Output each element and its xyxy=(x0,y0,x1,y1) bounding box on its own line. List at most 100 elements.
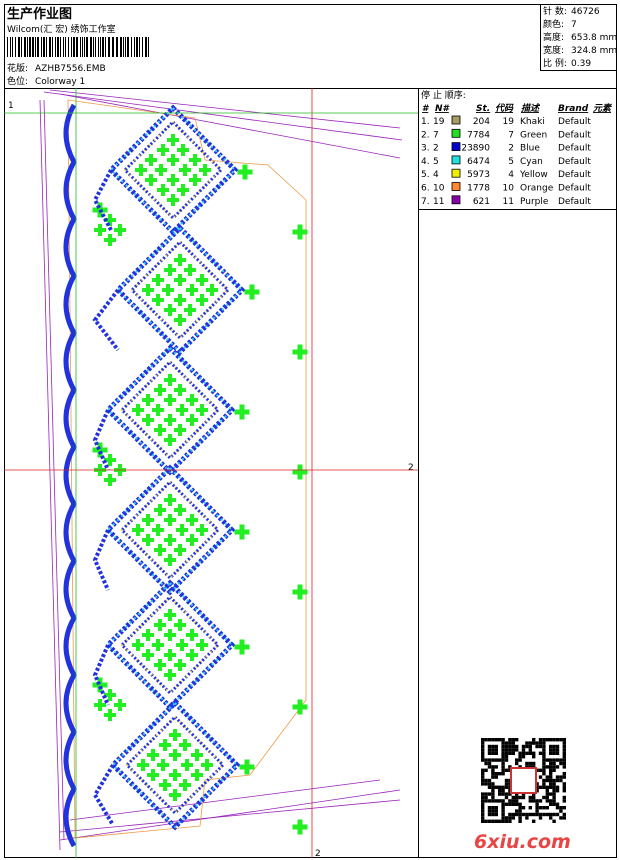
qr-cell xyxy=(508,744,512,749)
qr-cell xyxy=(491,772,495,776)
bar xyxy=(15,37,16,57)
code: 5 xyxy=(508,157,514,167)
cross-motif xyxy=(234,639,250,655)
qr-cell xyxy=(552,748,556,752)
qr-code xyxy=(481,738,566,823)
cross-motif xyxy=(177,184,189,196)
qr-cell xyxy=(498,738,502,742)
qr-cell xyxy=(491,792,495,796)
qr-cell xyxy=(552,799,556,803)
bar xyxy=(32,37,34,57)
qr-cell xyxy=(562,812,566,817)
code: 7 xyxy=(508,130,514,140)
qr-cell xyxy=(562,755,566,759)
qr-cell xyxy=(501,819,505,823)
qr-cell xyxy=(515,758,519,762)
color-swatch xyxy=(451,155,461,165)
cross-motif xyxy=(186,414,198,426)
bar xyxy=(10,37,11,57)
diamond-motif xyxy=(104,464,236,596)
color-swatch xyxy=(451,142,461,152)
qr-cell xyxy=(535,782,539,786)
stat-value: 7 xyxy=(571,20,577,30)
bar xyxy=(108,37,110,57)
qr-cell xyxy=(518,819,522,823)
qr-cell xyxy=(552,812,556,817)
row-index: 5. xyxy=(421,170,430,180)
cross-motif xyxy=(94,699,106,711)
zigzag-chain xyxy=(92,288,120,352)
qr-cell xyxy=(501,816,505,820)
cross-motif xyxy=(104,454,116,466)
cross-motif xyxy=(234,404,250,420)
bar xyxy=(52,37,53,57)
cross-motif xyxy=(157,144,169,156)
bar xyxy=(93,37,94,57)
bar xyxy=(55,37,56,57)
brand: Default xyxy=(558,184,591,194)
cross-motif xyxy=(164,494,176,506)
qr-cell xyxy=(532,738,536,742)
bar xyxy=(46,37,47,57)
qr-cell xyxy=(535,789,539,793)
qr-cell xyxy=(484,792,488,796)
qr-cell xyxy=(562,785,566,789)
column-header: 描述 xyxy=(521,103,541,114)
qr-cell xyxy=(511,799,515,803)
cross-motif xyxy=(152,274,164,286)
axis-marker: 2 xyxy=(315,849,321,859)
qr-cell xyxy=(487,799,492,803)
cross-motif xyxy=(169,769,181,781)
outline xyxy=(69,779,381,821)
cross-motif xyxy=(152,524,164,536)
diamond-motif xyxy=(104,579,236,711)
cross-motif xyxy=(92,677,108,693)
qr-cell xyxy=(501,744,505,749)
qr-cell xyxy=(487,809,492,813)
bar xyxy=(43,37,45,57)
color-swatch xyxy=(451,128,461,138)
qr-cell xyxy=(501,809,505,813)
diamond-motif xyxy=(109,106,237,234)
bar xyxy=(82,37,83,57)
brand: Default xyxy=(558,170,591,180)
cross-motif xyxy=(184,304,196,316)
qr-cell xyxy=(542,782,546,786)
column-header: Brand xyxy=(558,104,589,114)
qr-cell xyxy=(542,812,546,817)
qr-cell xyxy=(491,744,495,749)
qr-cell xyxy=(481,802,485,806)
cross-motif xyxy=(142,284,154,296)
qr-cell xyxy=(515,744,519,749)
diamond-motif xyxy=(106,346,234,474)
cross-motif xyxy=(244,284,260,300)
qr-cell xyxy=(542,768,546,772)
qr-cell xyxy=(538,744,543,749)
qr-cell xyxy=(549,761,553,766)
qr-cell xyxy=(501,789,505,793)
needle: 4 xyxy=(433,170,439,180)
qr-cell xyxy=(508,748,512,752)
cross-motif xyxy=(164,669,176,681)
qr-cell xyxy=(542,765,546,769)
qr-cell xyxy=(484,795,488,800)
axis-marker: 2 xyxy=(408,463,414,473)
qr-cell xyxy=(545,806,549,810)
qr-cell xyxy=(494,812,498,817)
description: Yellow xyxy=(519,170,548,180)
qr-cell xyxy=(484,819,488,823)
stat-value: 46726 xyxy=(571,7,600,17)
cross-motif xyxy=(164,264,176,276)
qr-cell xyxy=(521,751,526,755)
qr-cell xyxy=(494,772,498,776)
qr-cell xyxy=(501,765,505,769)
outline xyxy=(43,91,403,141)
cross-motif xyxy=(142,394,154,406)
outline xyxy=(59,799,401,833)
qr-cell xyxy=(562,789,566,793)
qr-cell xyxy=(521,755,526,759)
qr-cell xyxy=(552,785,556,789)
diamond-motif xyxy=(119,594,221,696)
qr-cell xyxy=(562,775,566,779)
qr-cell xyxy=(504,795,509,800)
